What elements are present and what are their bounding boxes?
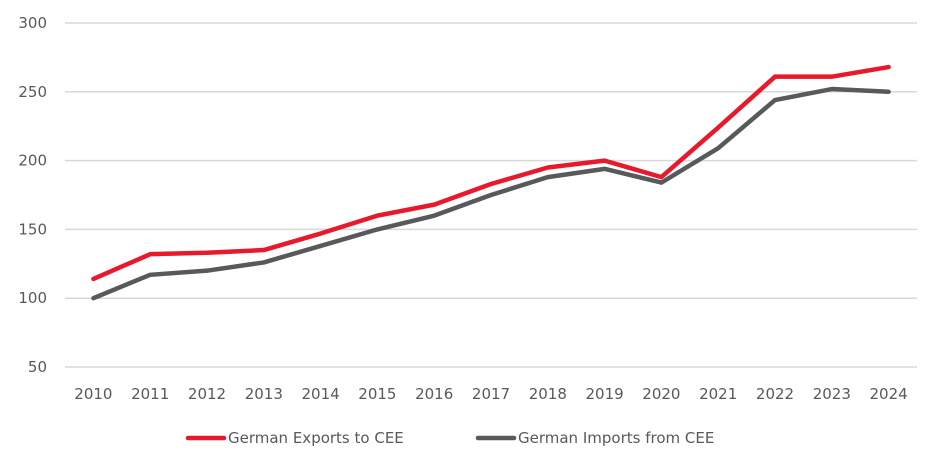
series-exports	[91, 64, 891, 282]
legend: German Exports to CEE German Imports from…	[185, 429, 714, 447]
x-tick-label: 2014	[302, 385, 340, 403]
y-tick-label: 100	[18, 289, 47, 307]
x-tick-label: 2018	[529, 385, 567, 403]
x-axis-tick-labels: 2010 2011 2012 2013 2014 2015 2016 2017 2018 2019…	[74, 385, 907, 403]
x-tick-label: 2010	[74, 385, 112, 403]
y-tick-label: 200	[18, 152, 47, 170]
series-imports	[91, 86, 891, 301]
series-line	[91, 64, 891, 282]
x-tick-label: 2021	[699, 385, 737, 403]
x-tick-label: 2023	[813, 385, 851, 403]
y-tick-label: 250	[18, 83, 47, 101]
y-axis-tick-labels: 50 100 150 200 250 300	[18, 14, 47, 376]
x-tick-label: 2016	[415, 385, 453, 403]
x-tick-label: 2024	[870, 385, 908, 403]
y-tick-label: 150	[18, 220, 47, 238]
x-tick-label: 2012	[188, 385, 226, 403]
y-tick-label: 50	[28, 358, 47, 376]
y-tick-label: 300	[18, 14, 47, 32]
series-lines	[91, 64, 891, 301]
gridlines	[65, 22, 917, 368]
legend-label: German Imports from CEE	[518, 429, 714, 447]
x-tick-label: 2015	[358, 385, 396, 403]
x-tick-label: 2022	[756, 385, 794, 403]
x-tick-label: 2013	[245, 385, 283, 403]
x-tick-label: 2020	[642, 385, 680, 403]
legend-item: German Exports to CEE	[185, 429, 404, 447]
x-tick-label: 2019	[586, 385, 624, 403]
legend-label: German Exports to CEE	[228, 429, 404, 447]
legend-item: German Imports from CEE	[475, 429, 714, 447]
series-line	[91, 86, 891, 301]
x-tick-label: 2011	[131, 385, 169, 403]
x-tick-label: 2017	[472, 385, 510, 403]
